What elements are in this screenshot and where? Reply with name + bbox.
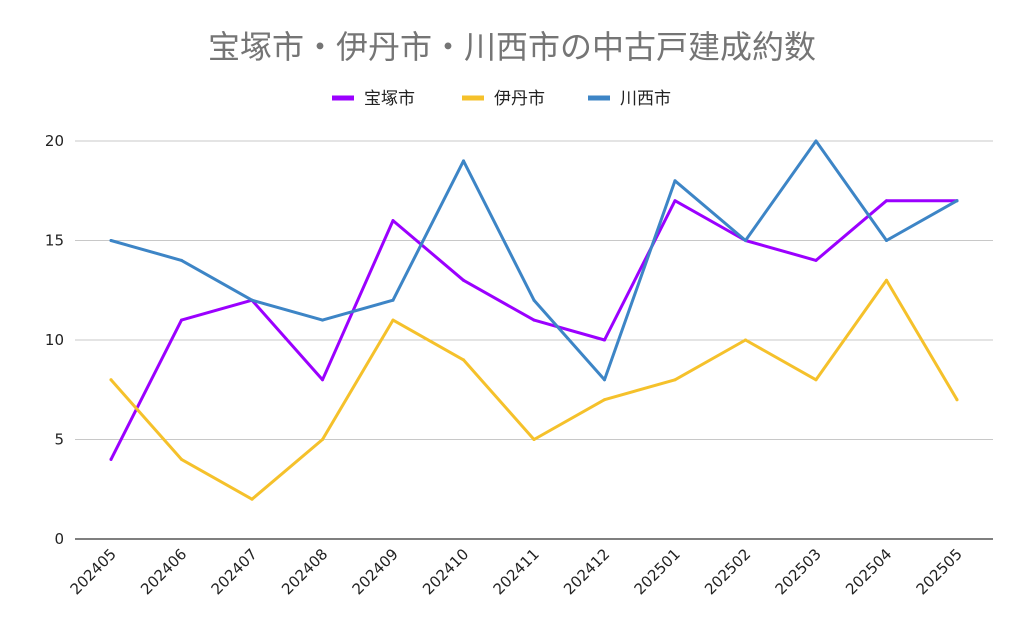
data-point [955, 398, 959, 402]
data-point [250, 298, 254, 302]
data-point [109, 457, 113, 461]
data-point [321, 378, 324, 382]
data-point [391, 219, 395, 223]
legend-label: 川西市 [620, 89, 671, 109]
legend-label: 宝塚市 [364, 89, 415, 109]
x-tick-label: 202408 [278, 545, 331, 598]
data-point [321, 438, 324, 441]
legend-item: 宝塚市 [332, 89, 415, 109]
data-point [180, 258, 183, 262]
x-tick-label: 202503 [772, 545, 825, 598]
x-tick-label: 202505 [913, 545, 966, 598]
gridlines [75, 140, 993, 440]
data-point [885, 199, 888, 203]
data-point [885, 278, 888, 282]
x-tick-label: 202410 [419, 545, 472, 598]
legend-item: 伊丹市 [462, 89, 545, 109]
data-point [250, 497, 254, 501]
data-point [814, 258, 818, 262]
legend-item: 川西市 [588, 89, 671, 109]
x-tick-label: 202406 [137, 545, 190, 598]
x-tick-label: 202407 [208, 545, 261, 598]
data-point [391, 318, 395, 322]
data-point [744, 239, 747, 242]
data-point [462, 159, 465, 163]
x-tick-label: 202411 [490, 545, 543, 598]
data-point [462, 358, 465, 362]
data-point [532, 298, 536, 302]
y-tick-label: 5 [54, 431, 64, 449]
legend-label: 伊丹市 [494, 89, 545, 109]
x-tick-label: 202502 [701, 545, 754, 598]
data-point [180, 318, 183, 322]
x-tick-label: 202409 [349, 545, 402, 598]
y-tick-label: 0 [54, 530, 64, 548]
data-point [532, 318, 536, 322]
y-tick-label: 10 [45, 331, 64, 349]
series-lines [109, 139, 959, 501]
data-point [673, 378, 677, 382]
legend: 宝塚市 伊丹市 川西市 [332, 89, 671, 109]
y-tick-label: 20 [45, 132, 64, 150]
data-point [532, 438, 536, 441]
data-point [673, 199, 677, 203]
data-point [321, 318, 324, 322]
x-tick-label: 202504 [842, 545, 895, 598]
data-point [180, 457, 183, 461]
x-tick-label: 202412 [560, 545, 613, 598]
chart-title: 宝塚市・伊丹市・川西市の中古戸建成約数 [208, 28, 816, 66]
y-tick-label: 15 [45, 232, 64, 250]
data-point [603, 378, 606, 382]
data-point [673, 179, 677, 183]
data-point [814, 139, 818, 143]
data-point [814, 378, 818, 382]
series-line-3 [109, 139, 959, 382]
series-line-2 [109, 278, 959, 501]
y-axis-ticks: 0 5 10 15 20 [45, 132, 64, 548]
data-point [462, 278, 465, 282]
data-point [603, 398, 606, 402]
data-point [885, 239, 888, 242]
data-point [955, 199, 959, 203]
series-line-1 [109, 199, 959, 461]
data-point [744, 338, 747, 342]
data-point [391, 298, 395, 302]
data-point [109, 239, 113, 242]
x-tick-label: 202501 [631, 545, 684, 598]
data-point [109, 378, 113, 382]
data-point [603, 338, 606, 342]
x-tick-label: 202405 [67, 545, 120, 598]
x-axis-ticks: 202405 202406 202407 202408 202409 202410 2024… [67, 545, 966, 598]
